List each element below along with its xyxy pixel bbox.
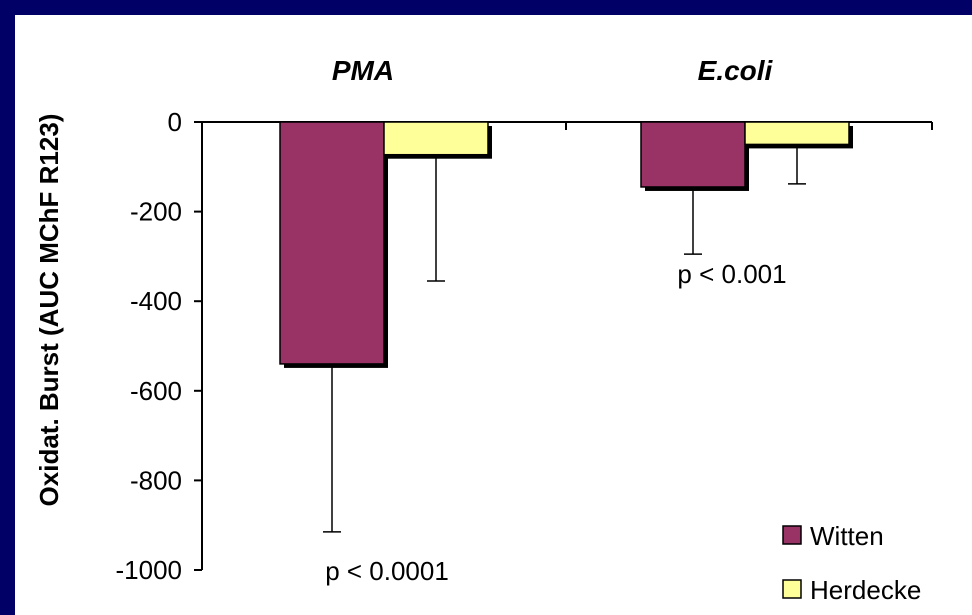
- legend-label-witten: Witten: [810, 521, 884, 551]
- category-label-pma: PMA: [332, 55, 394, 86]
- y-tick-label: -600: [130, 376, 182, 406]
- bar-witten-ecoli: [640, 121, 746, 188]
- p-value-annotation-ecoli: p < 0.001: [677, 259, 786, 289]
- y-axis-label: Oxidat. Burst (AUC MChF R123): [34, 114, 64, 507]
- y-tick-label: 0: [168, 107, 182, 137]
- legend-swatch-herdecke: [782, 579, 802, 599]
- y-tick-label: -800: [130, 465, 182, 495]
- y-tick-label: -400: [130, 286, 182, 316]
- bar-witten-pma: [279, 121, 385, 365]
- legend: Witten Herdecke: [782, 521, 921, 605]
- category-label-ecoli: E.coli: [698, 55, 774, 86]
- bar-herdecke-ecoli: [744, 121, 850, 146]
- bar-herdecke-pma: [383, 121, 489, 156]
- chart-panel: [15, 15, 972, 615]
- y-tick-label: -1000: [116, 555, 183, 585]
- legend-swatch-witten: [782, 525, 802, 545]
- y-tick-label: -200: [130, 197, 182, 227]
- p-value-annotation-pma: p < 0.0001: [325, 556, 449, 586]
- legend-label-herdecke: Herdecke: [810, 575, 921, 605]
